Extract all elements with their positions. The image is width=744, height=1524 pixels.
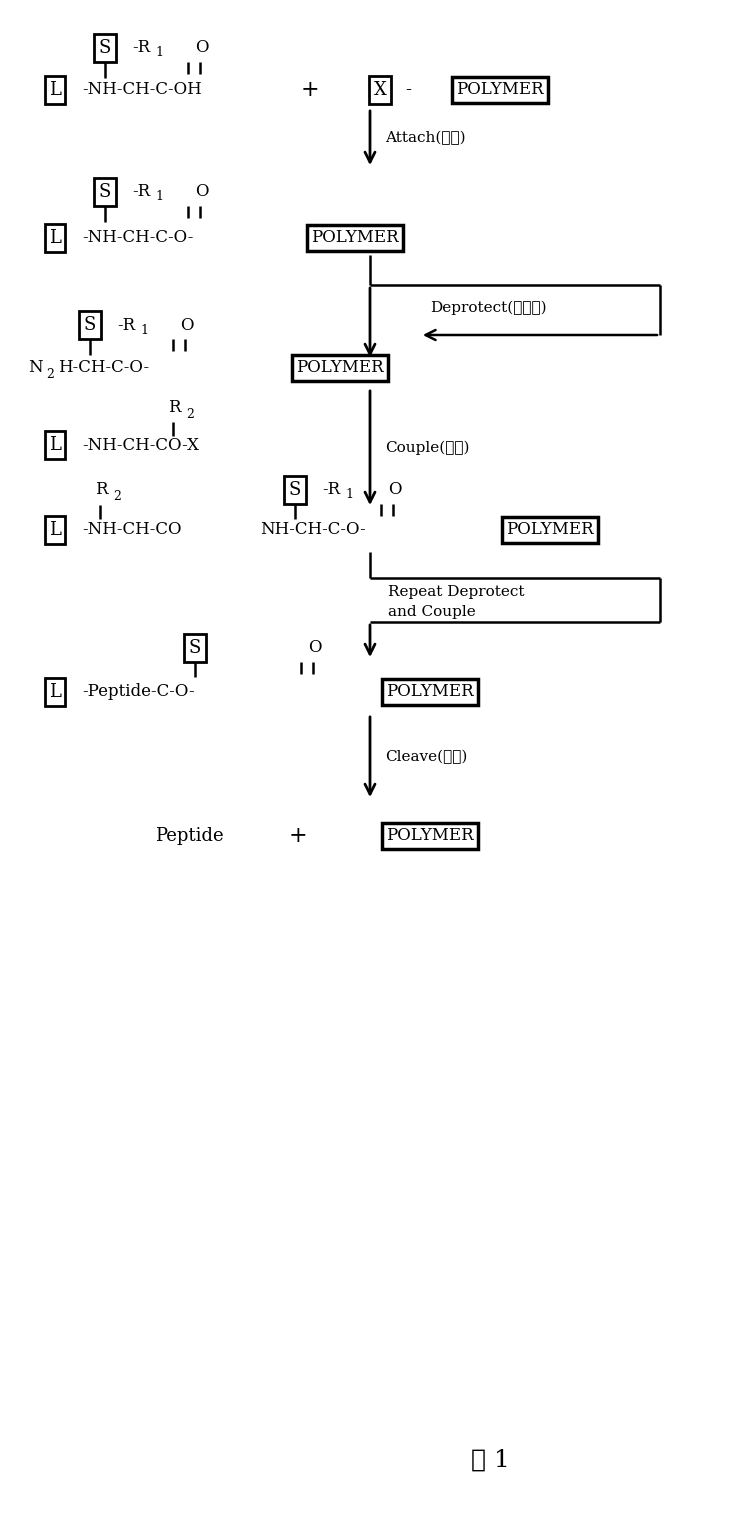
Text: +: + (301, 79, 319, 101)
Text: 2: 2 (113, 489, 121, 503)
Text: L: L (49, 683, 61, 701)
Text: Peptide: Peptide (155, 828, 224, 844)
Text: S: S (99, 40, 111, 56)
Text: O: O (195, 40, 208, 56)
Text: L: L (49, 436, 61, 454)
Text: -R: -R (117, 317, 135, 334)
Text: X: X (373, 81, 386, 99)
Text: 1: 1 (155, 47, 163, 59)
Text: Deprotect(脱保护): Deprotect(脱保护) (430, 300, 547, 315)
Text: Attach(接肽): Attach(接肽) (385, 131, 466, 145)
Text: O: O (308, 640, 321, 657)
Text: and Couple: and Couple (388, 605, 475, 619)
Text: POLYMER: POLYMER (456, 81, 544, 99)
Text: POLYMER: POLYMER (311, 230, 399, 247)
Text: Couple(缩合): Couple(缩合) (385, 440, 469, 456)
Text: -R: -R (132, 183, 150, 201)
Text: 1: 1 (345, 489, 353, 501)
Text: S: S (84, 315, 96, 334)
Text: S: S (189, 639, 201, 657)
Text: O: O (180, 317, 193, 334)
Text: -: - (405, 81, 411, 99)
Text: -NH-CH-CO-X: -NH-CH-CO-X (82, 436, 199, 454)
Text: -R: -R (322, 482, 340, 498)
Text: H-CH-C-O-: H-CH-C-O- (58, 360, 149, 376)
Text: L: L (49, 229, 61, 247)
Text: POLYMER: POLYMER (386, 828, 474, 844)
Text: NH-CH-C-O-: NH-CH-C-O- (260, 521, 366, 538)
Text: Repeat Deprotect: Repeat Deprotect (388, 585, 525, 599)
Text: S: S (99, 183, 111, 201)
Text: R: R (95, 482, 107, 498)
Text: POLYMER: POLYMER (296, 360, 384, 376)
Text: O: O (388, 482, 402, 498)
Text: 2: 2 (186, 407, 194, 421)
Text: L: L (49, 521, 61, 539)
Text: 1: 1 (140, 323, 148, 337)
Text: O: O (195, 183, 208, 201)
Text: -NH-CH-CO: -NH-CH-CO (82, 521, 182, 538)
Text: -Peptide-C-O-: -Peptide-C-O- (82, 683, 195, 701)
Text: Cleave(裂解): Cleave(裂解) (385, 750, 467, 764)
Text: POLYMER: POLYMER (506, 521, 594, 538)
Text: +: + (289, 824, 307, 847)
Text: -NH-CH-C-O-: -NH-CH-C-O- (82, 230, 193, 247)
Text: L: L (49, 81, 61, 99)
Text: -NH-CH-C-OH: -NH-CH-C-OH (82, 81, 202, 99)
Text: -R: -R (132, 40, 150, 56)
Text: R: R (168, 399, 181, 416)
Text: 1: 1 (155, 190, 163, 204)
Text: 图 1: 图 1 (471, 1448, 510, 1472)
Text: S: S (289, 482, 301, 498)
Text: POLYMER: POLYMER (386, 683, 474, 701)
Text: N: N (28, 360, 42, 376)
Text: 2: 2 (46, 367, 54, 381)
